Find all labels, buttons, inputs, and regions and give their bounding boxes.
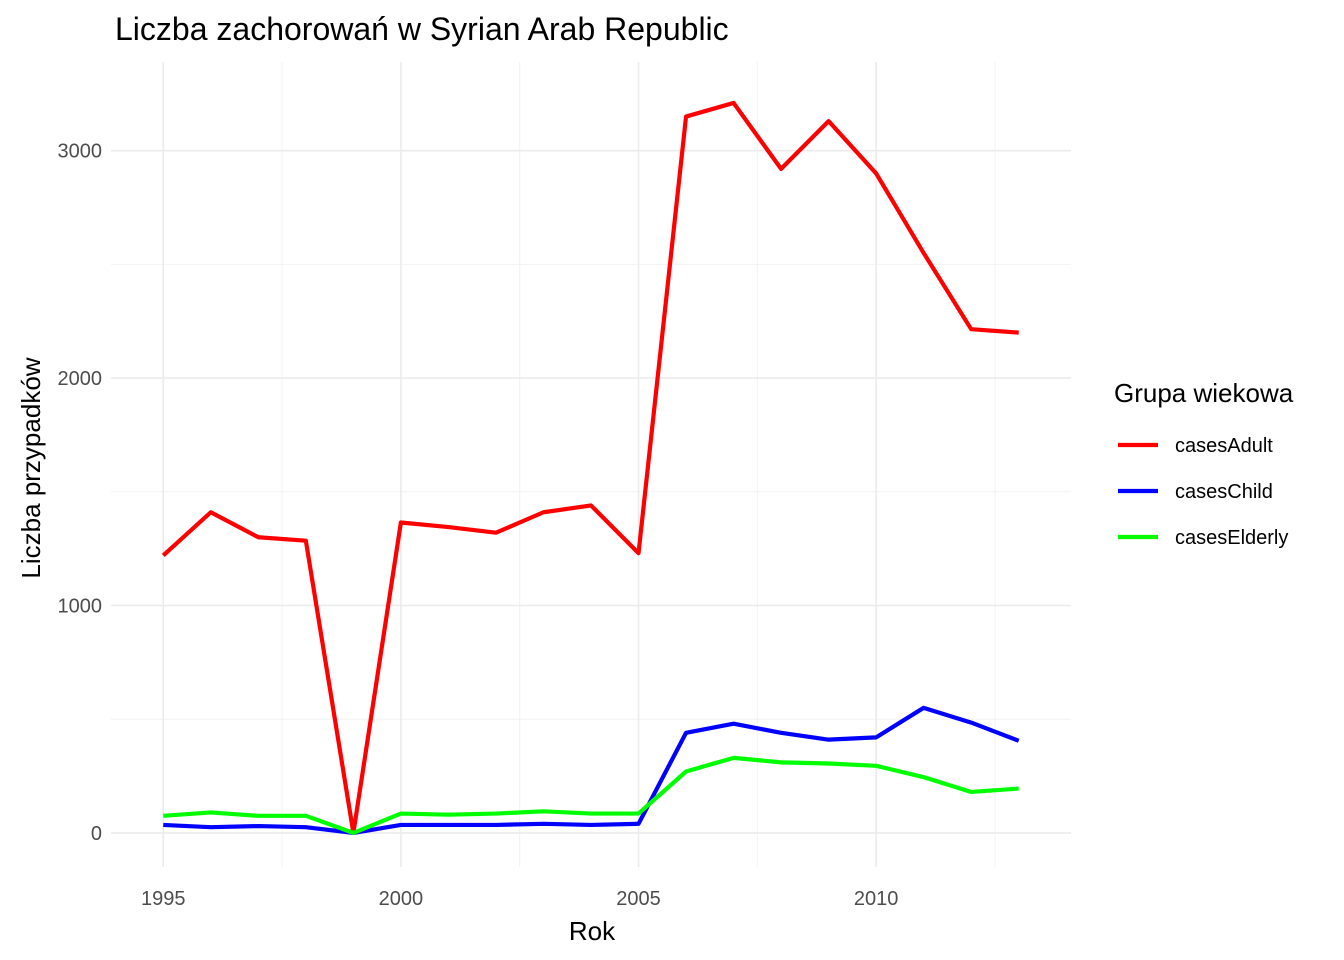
x-tick-label: 2000	[379, 888, 424, 910]
series-line-casesChild	[163, 705, 1020, 835]
y-tick-label: 1000	[58, 595, 103, 617]
series-line-casesElderly	[163, 755, 1019, 835]
x-tick-label: 2005	[616, 888, 661, 910]
legend-label-casesChild: casesChild	[1175, 481, 1273, 503]
y-tick-label: 0	[91, 823, 102, 845]
legend-label-casesAdult: casesAdult	[1175, 435, 1273, 457]
y-tick-label: 3000	[58, 141, 103, 163]
y-axis-title: Liczba przypadków	[16, 357, 46, 578]
legend: Grupa wiekowa casesAdult casesChild casesE…	[1114, 378, 1294, 549]
series-lines	[161, 100, 1020, 835]
x-tick-label: 1995	[141, 888, 186, 910]
y-tick-label: 2000	[58, 368, 103, 390]
major-gridlines	[111, 62, 1071, 867]
minor-gridlines	[111, 62, 1071, 867]
legend-items: casesAdult casesChild casesElderly	[1118, 435, 1288, 549]
legend-label-casesElderly: casesElderly	[1175, 527, 1288, 549]
y-axis-tick-labels: 0 1000 2000 3000	[58, 141, 103, 845]
x-axis-title: Rok	[569, 916, 616, 946]
x-tick-label: 2010	[854, 888, 899, 910]
x-axis-tick-labels: 1995 2000 2005 2010	[141, 888, 898, 910]
chart-title: Liczba zachorowań w Syrian Arab Republic	[115, 11, 729, 47]
series-line-casesAdult	[161, 100, 1019, 835]
legend-title: Grupa wiekowa	[1114, 378, 1294, 408]
